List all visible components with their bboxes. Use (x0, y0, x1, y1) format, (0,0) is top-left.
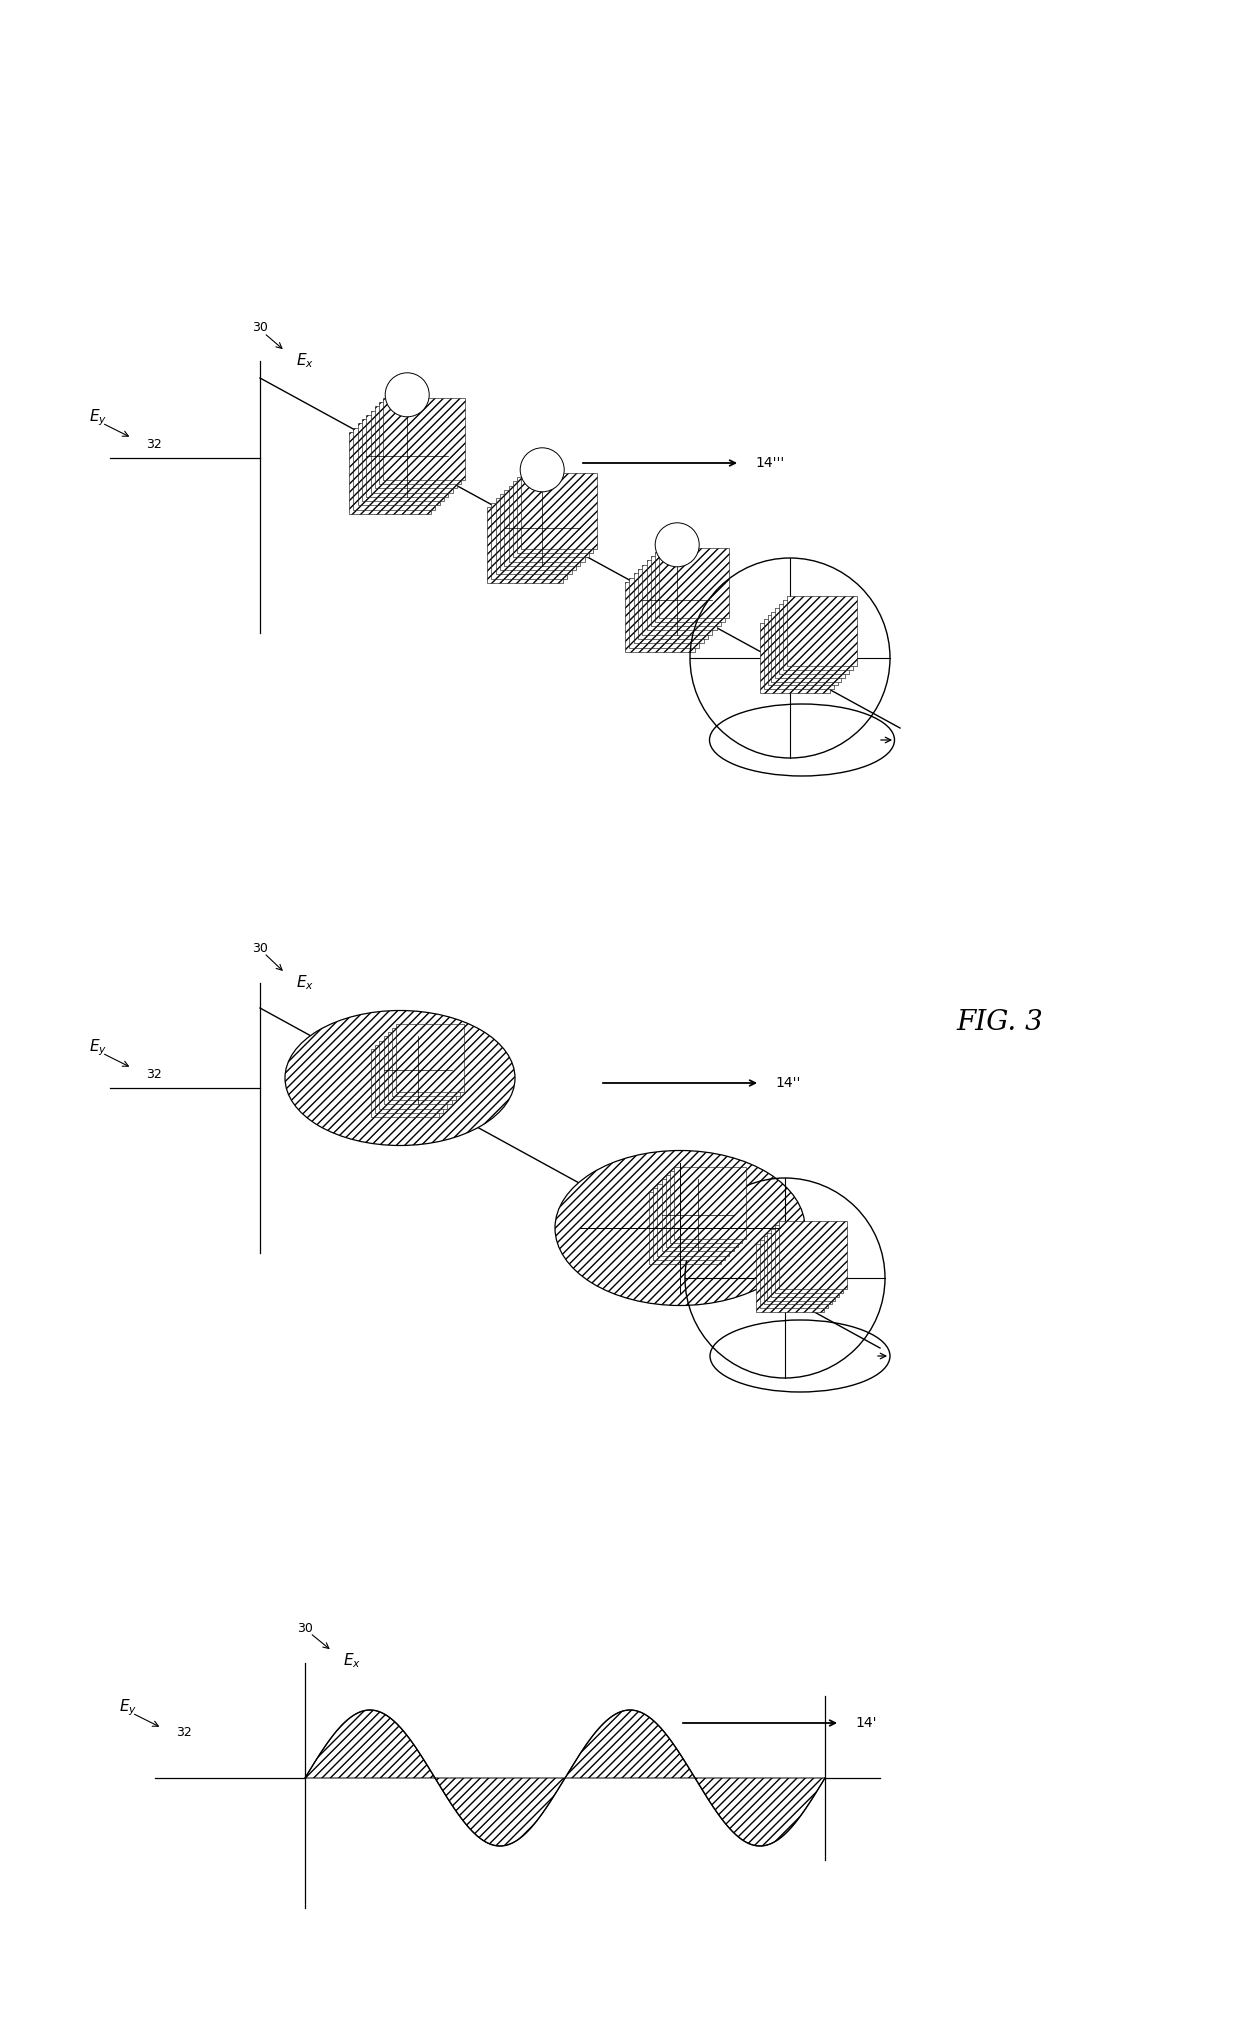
Bar (625, 582, 694, 652)
Bar (764, 1236, 832, 1303)
Bar (651, 556, 720, 627)
Bar (392, 1028, 460, 1095)
Bar (662, 1179, 734, 1252)
Text: 14''': 14''' (755, 456, 784, 470)
Bar (357, 423, 440, 505)
Bar (371, 411, 453, 492)
Bar (779, 605, 849, 674)
Text: 30: 30 (252, 321, 268, 335)
Bar (760, 1240, 828, 1308)
Bar (500, 494, 575, 570)
Bar (374, 407, 456, 488)
Bar (779, 1222, 847, 1289)
Bar (782, 601, 853, 670)
Text: 14': 14' (856, 1716, 877, 1730)
Bar (637, 570, 708, 639)
Bar (653, 1187, 725, 1261)
Bar (630, 578, 699, 648)
Text: 32: 32 (146, 439, 161, 452)
Text: FIG. 3: FIG. 3 (956, 1009, 1043, 1036)
Bar (771, 611, 842, 682)
Bar (521, 472, 598, 550)
Bar (634, 574, 703, 644)
Bar (670, 1171, 742, 1242)
Bar (508, 486, 584, 562)
Text: 30: 30 (298, 1622, 312, 1634)
Bar (775, 1226, 843, 1293)
Bar (397, 1024, 464, 1091)
Text: 32: 32 (176, 1726, 192, 1739)
Bar (348, 431, 432, 515)
Circle shape (655, 523, 699, 566)
Text: $E_y$: $E_y$ (89, 409, 107, 429)
Bar (768, 615, 837, 684)
Bar (383, 398, 465, 480)
Ellipse shape (285, 1011, 515, 1146)
Bar (487, 507, 563, 582)
Bar (505, 490, 580, 566)
Bar (760, 623, 830, 693)
Text: $E_x$: $E_x$ (296, 351, 314, 370)
Bar (513, 482, 589, 558)
Bar (379, 402, 461, 484)
Bar (362, 419, 444, 501)
Bar (660, 548, 729, 617)
Bar (666, 1175, 738, 1246)
Bar (771, 1228, 839, 1297)
Bar (642, 564, 712, 635)
Bar (775, 609, 846, 678)
Bar (366, 415, 448, 496)
Ellipse shape (556, 1150, 805, 1305)
Bar (379, 1040, 448, 1109)
Bar (657, 1183, 729, 1256)
Text: $E_x$: $E_x$ (296, 975, 314, 993)
Text: 32: 32 (146, 1068, 161, 1081)
Text: 14'': 14'' (775, 1077, 800, 1091)
Bar (786, 597, 857, 666)
Bar (768, 1232, 836, 1301)
Bar (756, 1244, 825, 1312)
Circle shape (521, 447, 564, 492)
Bar (646, 560, 717, 631)
Text: $E_y$: $E_y$ (89, 1038, 107, 1058)
Bar (388, 1032, 456, 1101)
Bar (353, 427, 435, 509)
Bar (649, 1191, 720, 1265)
Text: 30: 30 (252, 942, 268, 954)
Bar (764, 619, 833, 688)
Bar (383, 1036, 451, 1105)
Bar (675, 1167, 746, 1238)
Bar (371, 1048, 439, 1118)
Bar (376, 1044, 443, 1113)
Circle shape (386, 372, 429, 417)
Bar (517, 476, 593, 554)
Text: $E_y$: $E_y$ (119, 1698, 138, 1718)
Bar (496, 498, 572, 574)
Bar (655, 552, 725, 621)
Bar (491, 503, 567, 578)
Text: $E_x$: $E_x$ (343, 1651, 361, 1671)
